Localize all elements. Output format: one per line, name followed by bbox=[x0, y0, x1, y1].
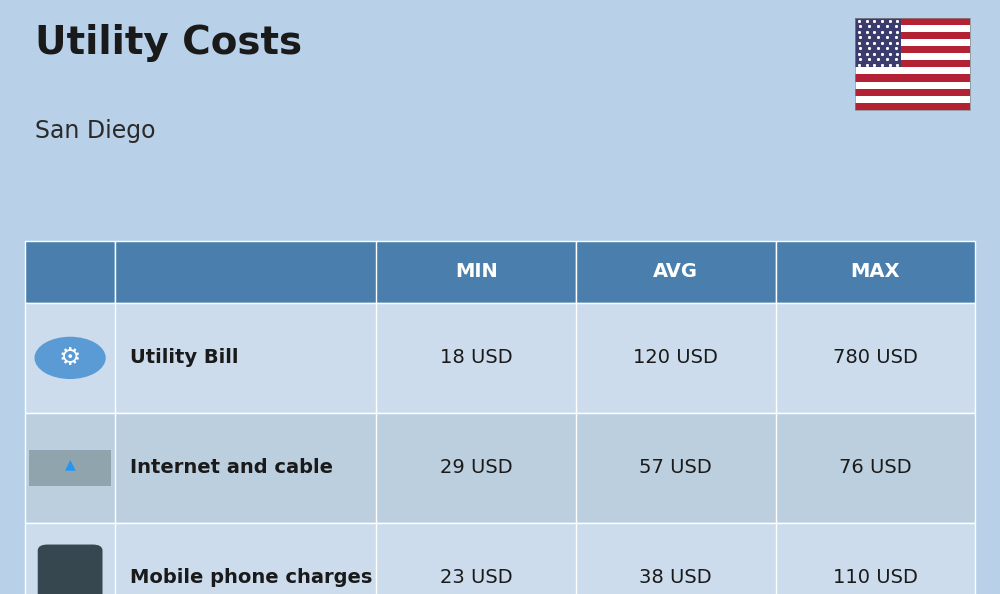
Bar bbox=[855, 74, 970, 81]
Text: 29 USD: 29 USD bbox=[440, 459, 513, 477]
Text: Internet and cable: Internet and cable bbox=[130, 459, 333, 477]
Bar bbox=[855, 81, 970, 89]
Text: 18 USD: 18 USD bbox=[440, 349, 513, 367]
Bar bbox=[25, 413, 975, 523]
FancyBboxPatch shape bbox=[38, 545, 103, 594]
Text: 780 USD: 780 USD bbox=[833, 349, 918, 367]
Text: San Diego: San Diego bbox=[35, 119, 156, 143]
Bar bbox=[29, 450, 111, 486]
Bar bbox=[855, 89, 970, 96]
Bar bbox=[855, 32, 970, 39]
Bar bbox=[855, 18, 970, 110]
Bar bbox=[855, 53, 970, 61]
Text: ▲: ▲ bbox=[65, 458, 75, 472]
Text: Utility Bill: Utility Bill bbox=[130, 349, 239, 367]
Bar bbox=[376, 241, 576, 303]
Text: 23 USD: 23 USD bbox=[440, 568, 513, 587]
Bar bbox=[855, 96, 970, 103]
Bar bbox=[855, 61, 970, 67]
Bar bbox=[855, 25, 970, 32]
Text: 38 USD: 38 USD bbox=[639, 568, 712, 587]
Bar bbox=[855, 18, 970, 110]
Circle shape bbox=[35, 337, 106, 379]
Text: 57 USD: 57 USD bbox=[639, 459, 712, 477]
Bar bbox=[25, 303, 975, 413]
Text: Mobile phone charges: Mobile phone charges bbox=[130, 568, 373, 587]
Text: MIN: MIN bbox=[455, 263, 498, 281]
Bar bbox=[855, 103, 970, 110]
Text: AVG: AVG bbox=[653, 263, 698, 281]
Text: MAX: MAX bbox=[850, 263, 900, 281]
Bar bbox=[25, 523, 975, 594]
Bar bbox=[776, 241, 975, 303]
Bar bbox=[576, 241, 776, 303]
Text: 120 USD: 120 USD bbox=[633, 349, 718, 367]
Bar bbox=[855, 67, 970, 74]
Bar bbox=[855, 46, 970, 53]
Bar bbox=[855, 18, 901, 67]
Bar bbox=[25, 241, 115, 303]
Text: Utility Costs: Utility Costs bbox=[35, 24, 302, 62]
Text: 110 USD: 110 USD bbox=[833, 568, 918, 587]
Bar bbox=[855, 18, 970, 25]
Text: ⚙: ⚙ bbox=[59, 346, 81, 370]
Bar bbox=[855, 39, 970, 46]
Text: 76 USD: 76 USD bbox=[839, 459, 912, 477]
Bar bbox=[115, 241, 376, 303]
